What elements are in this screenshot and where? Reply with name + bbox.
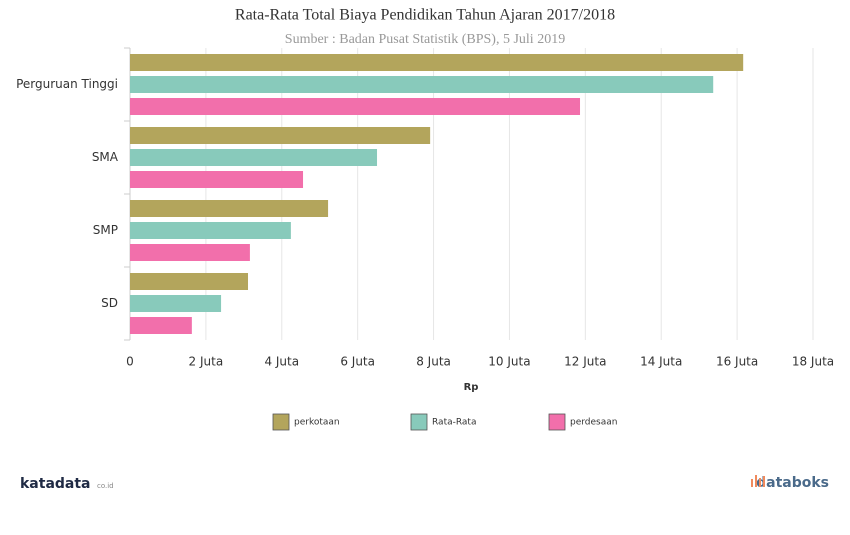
y-tick-label: SMA (92, 150, 119, 164)
legend-label: perkotaan (294, 418, 340, 428)
bar (130, 273, 249, 290)
y-tick-label: SD (101, 296, 118, 310)
brand-left-suffix: co.id (97, 482, 114, 490)
bar (130, 98, 581, 115)
x-tick-label: 2 Juta (189, 355, 224, 369)
legend-swatch (548, 413, 566, 431)
icon-bar (755, 475, 757, 487)
x-tick-label: 18 Juta (792, 355, 834, 369)
bar (130, 200, 329, 217)
x-tick-label: 16 Juta (716, 355, 758, 369)
brand-right: databoks (756, 475, 829, 491)
bar (130, 54, 744, 71)
x-tick-label: 6 Juta (340, 355, 375, 369)
bar (130, 171, 304, 188)
bar (130, 295, 222, 312)
x-tick-label: 12 Juta (564, 355, 606, 369)
icon-bar (763, 476, 765, 487)
y-tick-label: Perguruan Tinggi (16, 77, 118, 91)
x-axis-label: Rp (464, 382, 479, 393)
chart-title: Rata-Rata Total Biaya Pendidikan Tahun A… (235, 7, 615, 24)
x-tick-label: 0 (126, 355, 134, 369)
bar (130, 244, 250, 261)
icon-bar (759, 478, 761, 487)
bar (130, 127, 431, 144)
x-tick-label: 4 Juta (264, 355, 299, 369)
icon-bar (751, 479, 753, 487)
x-tick-label: 8 Juta (416, 355, 451, 369)
legend-swatch (410, 413, 428, 431)
bar (130, 149, 378, 166)
brand-icon (751, 475, 765, 487)
bar (130, 76, 714, 93)
legend-label: perdesaan (570, 418, 617, 428)
x-tick-label: 10 Juta (488, 355, 530, 369)
logo-left: katadata co.id (20, 476, 114, 492)
x-tick-label: 14 Juta (640, 355, 682, 369)
legend-swatch (272, 413, 290, 431)
bar (130, 317, 192, 334)
y-tick-label: SMP (93, 223, 118, 237)
legend-label: Rata-Rata (432, 418, 476, 428)
brand-left: katadata (20, 476, 91, 492)
chart-subtitle: Sumber : Badan Pusat Statistik (BPS), 5 … (285, 32, 565, 47)
bar (130, 222, 291, 239)
